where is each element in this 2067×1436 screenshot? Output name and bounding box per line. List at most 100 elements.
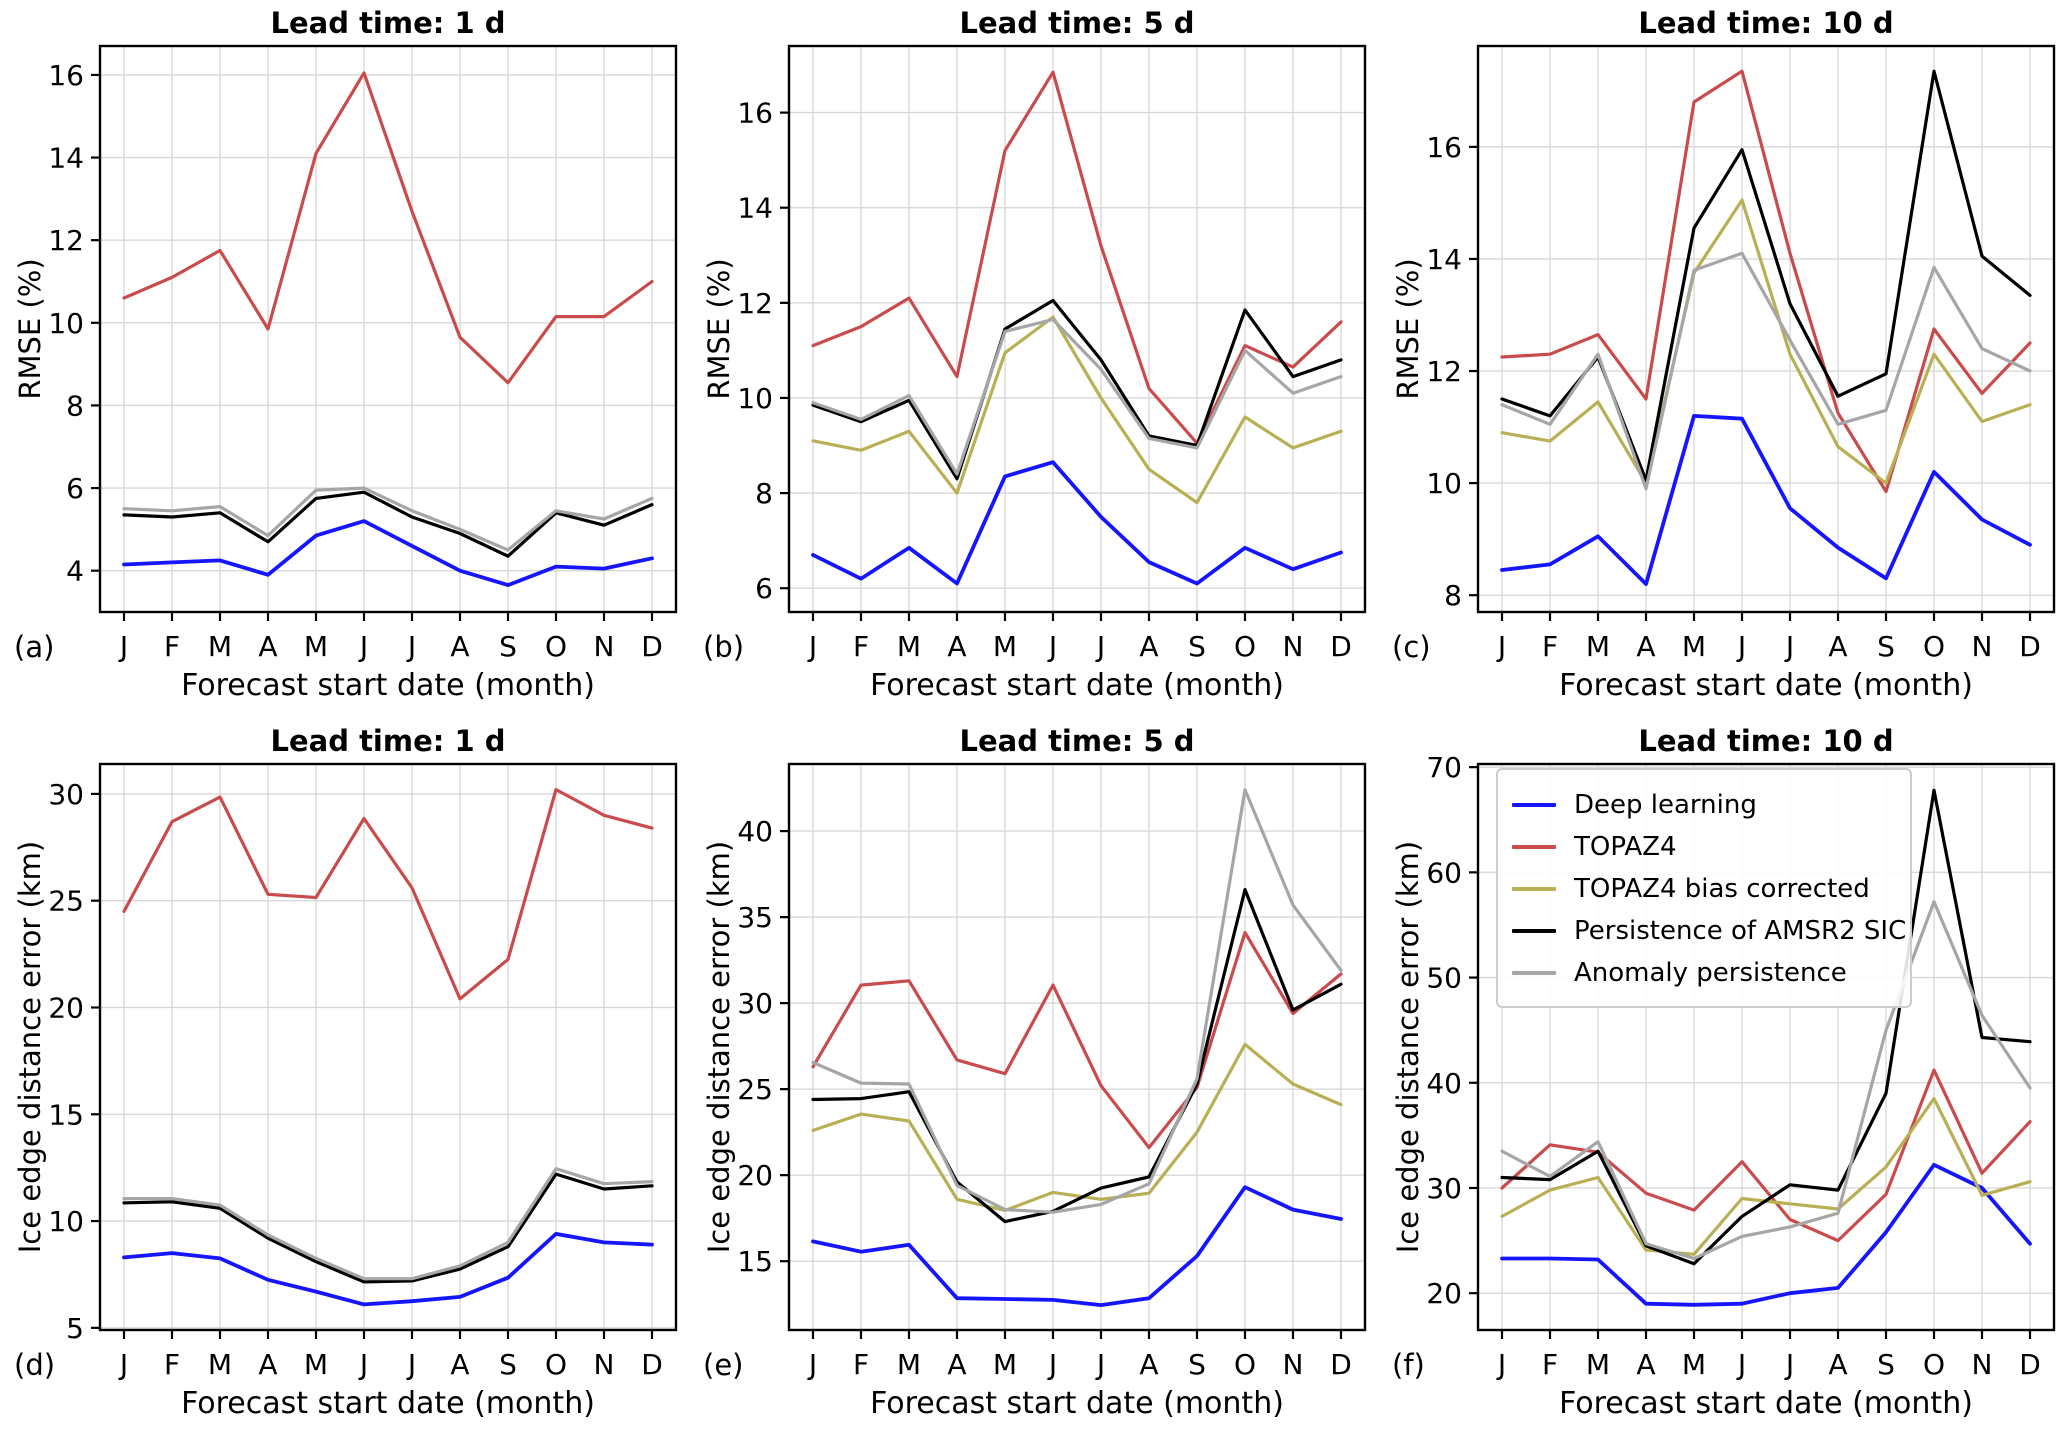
y-tick-label: 25 bbox=[48, 885, 84, 918]
series-line-topaz4 bbox=[122, 787, 654, 1001]
x-tick-label: N bbox=[1972, 630, 1993, 663]
x-tick-label: M bbox=[304, 1348, 328, 1381]
x-tick-label: O bbox=[1234, 1348, 1256, 1381]
y-tick-label: 6 bbox=[66, 472, 84, 505]
panel-a-xlabel: Forecast start date (month) bbox=[181, 668, 595, 703]
legend-item-topaz4: TOPAZ4 bbox=[1512, 826, 1900, 868]
series-line-topaz4 bbox=[1500, 69, 2032, 494]
y-tick-label: 20 bbox=[737, 1159, 773, 1192]
axes-box bbox=[1476, 44, 2056, 614]
x-tick-label: D bbox=[2019, 630, 2041, 663]
panel-e-letter: (e) bbox=[703, 1348, 744, 1382]
x-tick-label: J bbox=[1095, 1348, 1105, 1381]
series-line-persistence-of-amsr2-sic bbox=[122, 490, 654, 558]
x-tick-label: D bbox=[641, 1348, 663, 1381]
legend-item-topaz4-bias-corrected: TOPAZ4 bias corrected bbox=[1512, 868, 1900, 910]
x-tick-label: J bbox=[406, 630, 416, 663]
x-tick-label: J bbox=[1496, 1348, 1506, 1381]
x-tick-label: F bbox=[164, 1348, 180, 1381]
series-line-deep-learning bbox=[811, 460, 1343, 586]
series-line-persistence-of-amsr2-sic bbox=[811, 888, 1343, 1224]
series-line-anomaly-persistence bbox=[811, 788, 1343, 1214]
series-line-topaz4 bbox=[811, 70, 1343, 445]
series-line-deep-learning bbox=[122, 519, 654, 587]
x-tick-label: J bbox=[1496, 630, 1506, 663]
x-tick-label: O bbox=[545, 630, 567, 663]
x-tick-label: J bbox=[1736, 630, 1746, 663]
x-tick-label: M bbox=[993, 1348, 1017, 1381]
legend-line-persistence-amsr2-sic bbox=[1512, 929, 1556, 933]
x-tick-label: J bbox=[807, 630, 817, 663]
x-tick-label: M bbox=[1586, 630, 1610, 663]
legend-item-anomaly-persistence: Anomaly persistence bbox=[1512, 952, 1900, 994]
series-line-persistence-of-amsr2-sic bbox=[122, 1172, 654, 1284]
x-tick-label: D bbox=[1330, 630, 1352, 663]
panel-a-title: Lead time: 1 d bbox=[270, 6, 506, 40]
x-tick-label: A bbox=[1139, 1348, 1158, 1381]
legend-line-topaz4-bias-corrected bbox=[1512, 887, 1556, 891]
panel-e-title: Lead time: 5 d bbox=[959, 724, 1195, 758]
x-tick-label: O bbox=[1923, 1348, 1945, 1381]
x-tick-label: A bbox=[1139, 630, 1158, 663]
panel-f-xlabel: Forecast start date (month) bbox=[1559, 1386, 1973, 1421]
panel-d-title: Lead time: 1 d bbox=[270, 724, 506, 758]
x-tick-label: O bbox=[1234, 630, 1256, 663]
y-tick-label: 10 bbox=[1426, 467, 1462, 500]
legend-line-deep-learning bbox=[1512, 803, 1556, 807]
panel-b-title: Lead time: 5 d bbox=[959, 6, 1195, 40]
series-line-topaz4 bbox=[811, 931, 1343, 1150]
panel-c-xlabel: Forecast start date (month) bbox=[1559, 668, 1973, 703]
panel-e-xlabel: Forecast start date (month) bbox=[870, 1386, 1284, 1421]
legend-label: Deep learning bbox=[1574, 790, 1757, 820]
panel-c-letter: (c) bbox=[1392, 630, 1431, 664]
x-tick-label: J bbox=[1784, 630, 1794, 663]
series-line-topaz4-bias-corrected bbox=[811, 315, 1343, 505]
y-tick-label: 15 bbox=[737, 1245, 773, 1278]
x-tick-label: O bbox=[545, 1348, 567, 1381]
x-tick-label: S bbox=[499, 1348, 517, 1381]
y-tick-label: 40 bbox=[1426, 1067, 1462, 1100]
legend-label: Persistence of AMSR2 SIC bbox=[1574, 916, 1907, 946]
x-tick-label: M bbox=[1682, 630, 1706, 663]
y-tick-label: 10 bbox=[737, 382, 773, 415]
x-tick-label: A bbox=[1828, 1348, 1847, 1381]
y-tick-label: 5 bbox=[66, 1312, 84, 1345]
y-tick-label: 16 bbox=[1426, 131, 1462, 164]
x-tick-label: N bbox=[1283, 1348, 1304, 1381]
axes-box bbox=[1476, 762, 2056, 1332]
y-tick-label: 6 bbox=[755, 572, 773, 605]
x-tick-label: M bbox=[208, 630, 232, 663]
x-tick-label: A bbox=[450, 1348, 469, 1381]
x-tick-label: F bbox=[164, 630, 180, 663]
y-tick-label: 40 bbox=[737, 815, 773, 848]
x-tick-label: S bbox=[1188, 1348, 1206, 1381]
series-line-anomaly-persistence bbox=[811, 317, 1343, 476]
series-line-persistence-of-amsr2-sic bbox=[1500, 788, 2032, 1266]
panel-b: Lead time: 5 d RMSE (%) 6 8 10 12 14 16 J F M A M J… bbox=[689, 0, 1378, 718]
x-tick-label: J bbox=[807, 1348, 817, 1381]
y-tick-label: 25 bbox=[737, 1073, 773, 1106]
axes-box bbox=[787, 762, 1367, 1332]
x-tick-label: M bbox=[897, 1348, 921, 1381]
y-tick-label: 12 bbox=[1426, 355, 1462, 388]
x-tick-label: F bbox=[853, 630, 869, 663]
legend-label: TOPAZ4 bias corrected bbox=[1574, 874, 1870, 904]
panel-b-xlabel: Forecast start date (month) bbox=[870, 668, 1284, 703]
x-tick-label: A bbox=[947, 630, 966, 663]
y-tick-label: 20 bbox=[1426, 1277, 1462, 1310]
y-tick-label: 70 bbox=[1426, 751, 1462, 784]
x-tick-label: D bbox=[641, 630, 663, 663]
y-tick-label: 30 bbox=[1426, 1172, 1462, 1205]
panel-d-xlabel: Forecast start date (month) bbox=[181, 1386, 595, 1421]
axes-box bbox=[98, 762, 678, 1332]
legend: Deep learning TOPAZ4 TOPAZ4 bias correct… bbox=[1496, 768, 1912, 1008]
x-tick-label: F bbox=[853, 1348, 869, 1381]
series-line-anomaly-persistence bbox=[1500, 251, 2032, 491]
x-tick-label: M bbox=[897, 630, 921, 663]
axes-box bbox=[787, 44, 1367, 614]
x-tick-label: J bbox=[358, 1348, 368, 1381]
